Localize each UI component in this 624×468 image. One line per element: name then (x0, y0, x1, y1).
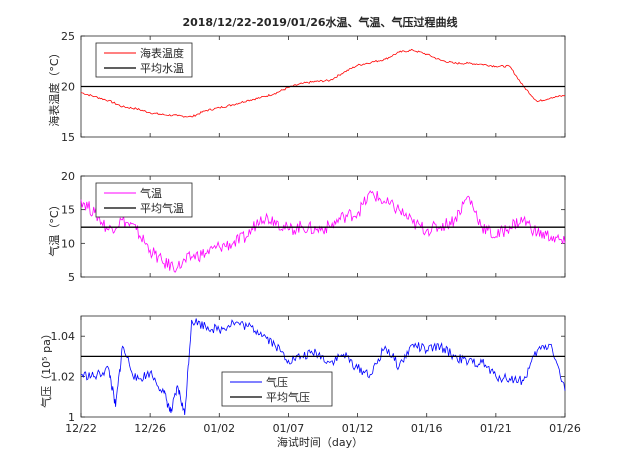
sst-y-axis-label: 海表温度（°C） (47, 47, 61, 126)
x-axis-label: 海试时间（day） (277, 435, 363, 449)
y-tick-label: 20 (61, 81, 75, 94)
legend-label: 平均气温 (140, 201, 184, 215)
legend-label: 气温 (140, 186, 162, 200)
pressure-y-axis-label: 气压（10⁵ pa） (39, 328, 53, 408)
x-tick-label: 01/16 (411, 422, 443, 435)
legend (95, 182, 193, 218)
y-tick-label: 10 (61, 237, 75, 250)
legend (221, 371, 333, 407)
x-tick-label: 01/12 (342, 422, 374, 435)
y-tick-label: 25 (61, 30, 75, 43)
chart-title: 2018/12/22-2019/01/26水温、气温、气压过程曲线 (182, 15, 457, 29)
x-tick-label: 01/02 (203, 422, 235, 435)
y-tick-label: 15 (61, 204, 75, 217)
legend-label: 平均气压 (266, 390, 310, 404)
legend-label: 平均水温 (140, 62, 184, 75)
legend-label: 气压 (266, 375, 288, 389)
air-temp-y-axis-label: 气温（°C） (47, 199, 61, 256)
x-tick-label: 01/07 (273, 422, 305, 435)
x-tick-label: 01/21 (480, 422, 512, 435)
y-tick-label: 1 (68, 411, 75, 424)
legend (95, 42, 193, 78)
y-tick-label: 15 (61, 131, 75, 144)
y-tick-label: 20 (61, 170, 75, 183)
x-tick-label: 12/26 (134, 422, 166, 435)
legend-label: 海表温度 (140, 46, 184, 60)
y-tick-label: 5 (68, 271, 75, 284)
x-tick-label: 12/22 (65, 422, 97, 435)
series-line-measured (80, 190, 566, 273)
series-line-measured (80, 48, 566, 118)
air-pressure-panel: 1 1.02 1.04 12/22 12/26 01/02 01/07 01/12 01/16 0… (51, 315, 581, 435)
x-tick-label: 01/26 (549, 422, 581, 435)
y-tick-label: 1.04 (51, 330, 76, 343)
y-tick-label: 1.02 (51, 371, 76, 384)
